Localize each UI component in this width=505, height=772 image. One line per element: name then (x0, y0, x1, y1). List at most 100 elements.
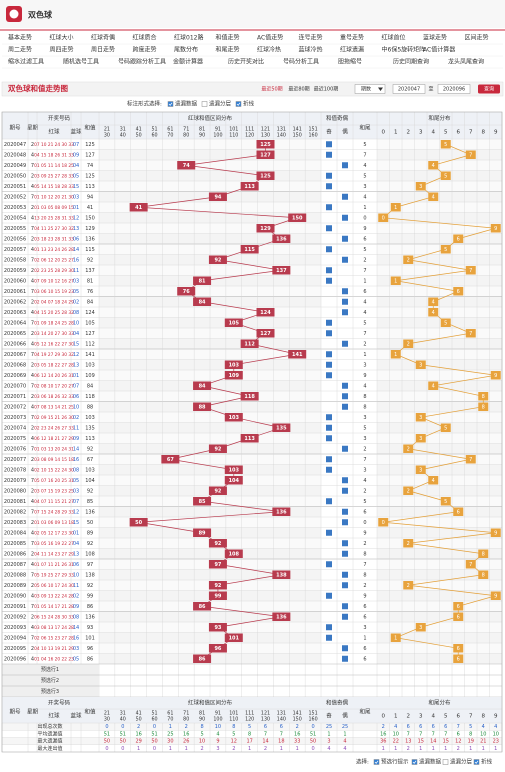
footer-option-label[interactable]: 预选行提示 (381, 758, 409, 766)
zone-from: 61 (167, 127, 173, 133)
nav-link[interactable]: 随机选号工具 (63, 58, 99, 66)
nav-link[interactable]: 跨度走势 (133, 46, 157, 54)
sum-hit (272, 234, 291, 243)
query-button-text[interactable]: 查询 (484, 86, 494, 93)
nav-link[interactable]: AC值计算器 (423, 46, 455, 54)
stats-label: 平均遗漏值 (37, 730, 62, 737)
nav-link[interactable]: 蓝球走势 (423, 34, 447, 42)
option-box[interactable] (167, 101, 174, 107)
option-box[interactable] (201, 101, 208, 107)
sum-value: 138 (85, 572, 95, 578)
nav-link[interactable]: 号码分析工具 (283, 58, 319, 66)
to-input-text[interactable]: 2020096 (443, 87, 465, 93)
tail-hit-label: 2 (407, 488, 410, 494)
footer-option-label[interactable]: 遗漏分层 (450, 758, 473, 766)
nav-link[interactable]: 红球012路 (174, 34, 203, 42)
period-select[interactable] (354, 84, 386, 94)
options-label: 标注形式选择: (127, 100, 162, 108)
blue-ball: 03 (73, 646, 79, 652)
footer-option-label[interactable]: 遗漏数据 (419, 758, 442, 766)
parity-hit (326, 141, 332, 148)
nav-link[interactable]: 周二走势 (8, 46, 32, 54)
stats-value: 5 (469, 724, 472, 730)
nav-link[interactable]: 中6保5旋转矩阵 (382, 46, 426, 54)
nav-link[interactable]: 历史同期查询 (393, 58, 429, 66)
footer-option-box[interactable] (373, 759, 380, 765)
quick-range[interactable]: 最近50期 (261, 86, 282, 93)
quick-range[interactable]: 最近80期 (288, 86, 309, 93)
tail-value: 0 (363, 215, 366, 221)
table-frame (1, 111, 503, 753)
stats-value: 6 (457, 731, 460, 737)
tail-value: 5 (363, 320, 366, 326)
option-box[interactable] (235, 101, 242, 107)
nav-link[interactable]: 区间走势 (465, 34, 489, 42)
tail-hit-label: 8 (482, 394, 485, 400)
query-button[interactable] (478, 84, 500, 94)
zone-to: 60 (151, 717, 157, 723)
red-balls: 02 09 15 21 26 30 (34, 415, 74, 421)
nav-link[interactable]: 龙头凤尾查询 (448, 58, 484, 66)
option-label[interactable]: 遗漏分层 (209, 100, 232, 108)
stats-value: 1 (327, 731, 330, 737)
nav-link[interactable]: 红球遗漏 (340, 46, 364, 54)
from-input[interactable] (392, 84, 426, 94)
nav-link[interactable]: 胆拖缩号 (338, 58, 362, 66)
nav-link[interactable]: 缩水过滤工具 (8, 58, 44, 66)
nav-link[interactable]: 周四走势 (50, 46, 74, 54)
parity-hit (342, 393, 348, 400)
sum-hit (224, 633, 243, 642)
nav-link[interactable]: 红球奇偶 (91, 34, 115, 42)
stats-value: 26 (183, 739, 189, 745)
stats-value: 0 (121, 746, 124, 752)
nav-link[interactable]: 红球冷热 (257, 46, 281, 54)
sum-value: 127 (85, 152, 95, 158)
sum-hit (193, 497, 212, 506)
nav-link[interactable]: 红球大小 (50, 34, 74, 42)
nav-link[interactable]: 和值走势 (216, 34, 240, 42)
nav-link[interactable]: 蓝球冷热 (299, 46, 323, 54)
footer-option-box[interactable] (473, 759, 480, 765)
nav-link[interactable]: 号码跟踪分析工具 (118, 58, 166, 66)
to-input[interactable] (437, 84, 471, 94)
zone-to: 70 (167, 717, 173, 723)
nav-link[interactable]: 红球质合 (133, 34, 157, 42)
option-label[interactable]: 遗漏数据 (175, 100, 198, 108)
nav-link[interactable]: AC值走势 (257, 34, 283, 42)
option-label[interactable]: 折线 (243, 100, 255, 108)
nav-link[interactable]: 重号走势 (340, 34, 364, 42)
sum-hit (224, 549, 243, 558)
footer-option-label[interactable]: 折线 (481, 758, 493, 766)
nav-link[interactable]: 红球首位 (382, 34, 406, 42)
from-input-text[interactable]: 2020047 (398, 87, 420, 93)
footer-option-box[interactable] (411, 759, 418, 765)
nav-link[interactable]: 历史开奖对比 (228, 58, 264, 66)
zone-from: 151 (308, 127, 317, 133)
quick-range[interactable]: 最近100期 (314, 86, 339, 93)
stats-value: 1 (394, 746, 397, 752)
period-select-text[interactable]: 期数 (361, 86, 371, 93)
zone-to: 30 (104, 717, 110, 723)
tail-value: 1 (363, 352, 366, 358)
nav-link[interactable]: 和尾走势 (216, 46, 240, 54)
nav-link[interactable]: 金额计算器 (173, 58, 203, 66)
nav-link[interactable]: 连号走势 (299, 34, 323, 42)
sum-hit (129, 203, 148, 212)
blue-ball: 08 (73, 614, 79, 620)
parity-hit (342, 193, 348, 200)
parity-hit (342, 645, 348, 652)
col-parity: 偶 (342, 712, 348, 720)
nav-link[interactable]: 基本走势 (8, 34, 32, 42)
zone-to: 90 (199, 717, 205, 723)
weekday: 2 (31, 520, 34, 526)
tail-hit (403, 581, 414, 590)
issue: 2020073 (4, 415, 26, 421)
nav-link[interactable]: 周日走势 (91, 46, 115, 54)
sum-hit-label: 138 (276, 572, 287, 578)
tail-hit-label: 7 (469, 268, 472, 274)
footer-option-box[interactable] (442, 759, 449, 765)
tail-hit-label: 7 (469, 562, 472, 568)
tail-hit (390, 633, 401, 642)
nav-link[interactable]: 尾数分布 (174, 46, 198, 54)
preselect-bg (2, 664, 99, 675)
